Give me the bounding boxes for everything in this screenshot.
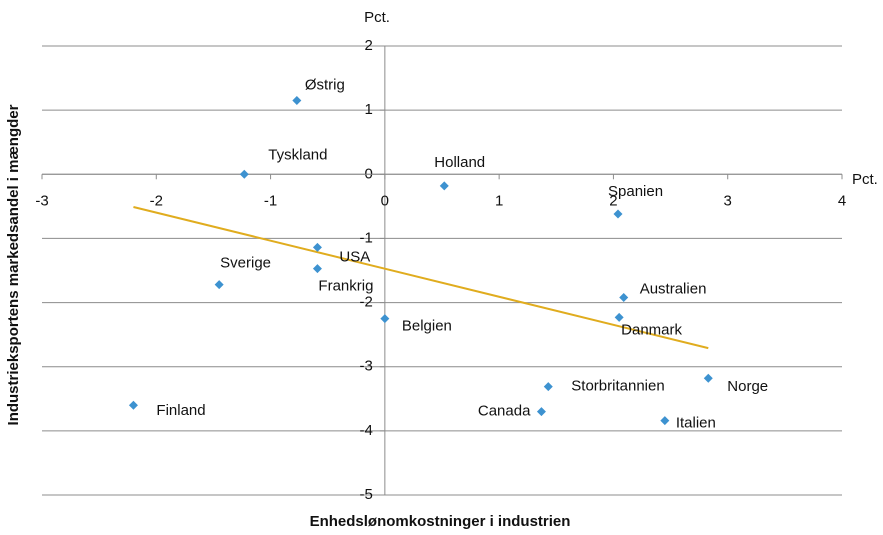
- point: [439, 181, 449, 191]
- point: [312, 242, 322, 252]
- x-tick-label: -1: [264, 192, 277, 209]
- x-tick-label: 1: [495, 192, 503, 209]
- point: [312, 264, 322, 274]
- x-tick-label: 4: [838, 192, 846, 209]
- x-tick-label: -2: [150, 192, 163, 209]
- point-label: Finland: [156, 402, 205, 419]
- point: [619, 292, 629, 302]
- point: [614, 312, 624, 322]
- point-label: Østrig: [305, 76, 345, 93]
- x-tick-label: 0: [381, 192, 389, 209]
- point-label: Spanien: [608, 183, 663, 200]
- point: [613, 209, 623, 219]
- y-tick-label: -3: [360, 358, 373, 375]
- y-tick-label: 0: [365, 165, 373, 182]
- y-tick-label: 2: [365, 37, 373, 54]
- point: [543, 382, 553, 392]
- x-tick-label: 3: [724, 192, 732, 209]
- y-unit: Pct.: [364, 9, 390, 26]
- point-label: Tyskland: [268, 146, 327, 163]
- point-label: Italien: [676, 415, 716, 432]
- point: [380, 314, 390, 324]
- point-label: Canada: [478, 403, 531, 420]
- point: [214, 280, 224, 290]
- x-axis-title: Enhedslønomkostninger i industrien: [310, 513, 571, 530]
- x-tick-label: -3: [35, 192, 48, 209]
- x-tick-label: 2: [609, 192, 617, 209]
- point-label: Australien: [640, 280, 707, 297]
- point-label: Danmark: [621, 321, 682, 338]
- point-label: USA: [339, 248, 370, 265]
- point: [292, 96, 302, 106]
- y-tick-label: 1: [365, 101, 373, 118]
- trend-line: [133, 206, 709, 350]
- point-label: Holland: [434, 154, 485, 171]
- point-label: Sverige: [220, 255, 271, 272]
- point-label: Belgien: [402, 318, 452, 335]
- x-unit: Pct.: [852, 171, 878, 188]
- point-label: Storbritannien: [571, 378, 664, 395]
- y-tick-label: -2: [360, 294, 373, 311]
- y-tick-label: -5: [360, 486, 373, 503]
- point: [239, 169, 249, 179]
- point: [703, 373, 713, 383]
- y-tick-label: -1: [360, 229, 373, 246]
- point: [536, 407, 546, 417]
- y-axis-title: Industrieksportens markedsandel i mængde…: [5, 104, 22, 425]
- point: [660, 416, 670, 426]
- point-label: Norge: [727, 378, 768, 395]
- y-tick-label: -4: [360, 422, 373, 439]
- point: [128, 400, 138, 410]
- point-label: Frankrig: [318, 278, 373, 295]
